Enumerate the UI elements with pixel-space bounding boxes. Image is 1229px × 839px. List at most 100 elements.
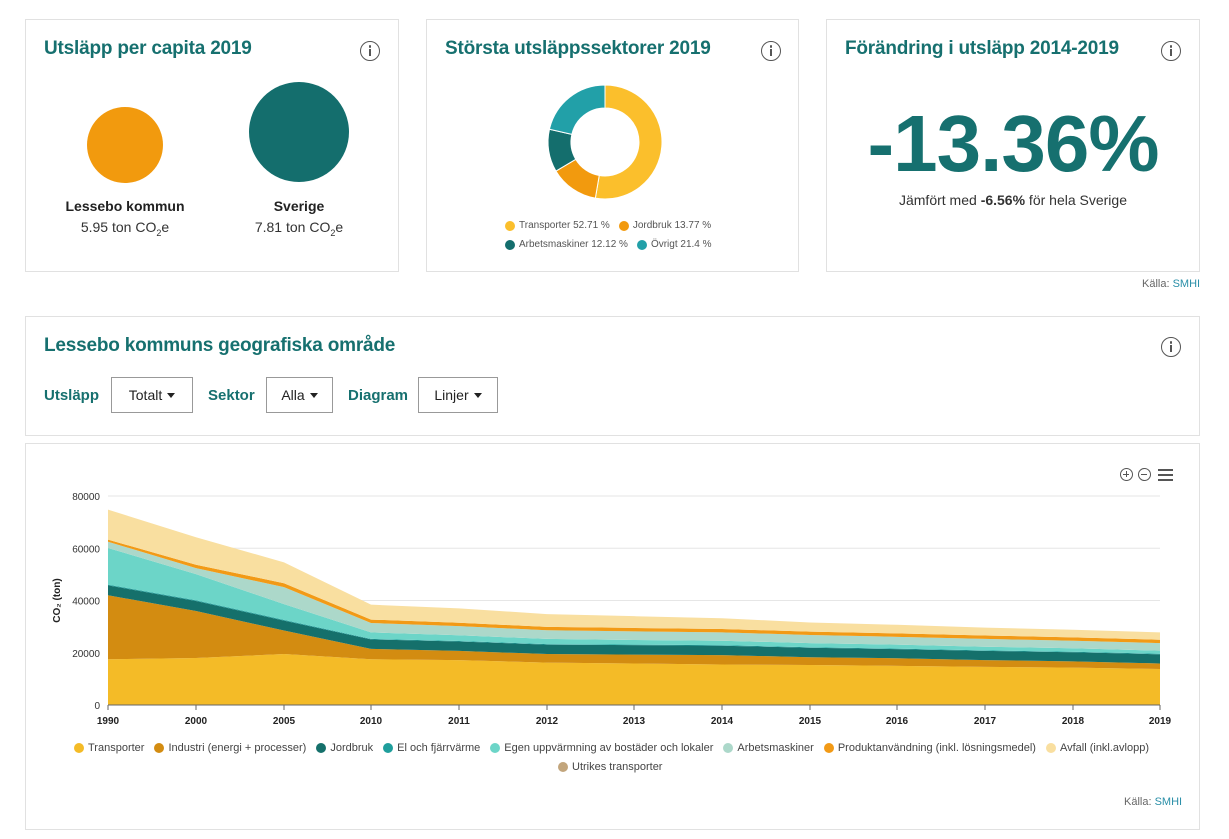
legend-dot [154, 743, 165, 753]
legend-label: Egen uppvärmning av bostäder och lokaler [504, 742, 714, 754]
source-top: Källa: SMHI [1142, 278, 1201, 290]
sectors-legend-row-1: Transporter 52.71 % Jordbruk 13.77 % [505, 220, 720, 231]
change-card: Förändring i utsläpp 2014-2019 -13.36% J… [826, 19, 1200, 272]
change-compare: Jämfört med -6.56% för hela Sverige [898, 192, 1127, 208]
filter-label-utslapp: Utsläpp [44, 387, 100, 404]
emissions-area-chart: 0 20000 40000 60000 80000 CO₂ (ton) 1990 2000 20… [52, 492, 1172, 727]
caret-down-icon [473, 392, 482, 398]
area-series-avfall-inkl-avlopp-[interactable] [108, 509, 1160, 640]
x-tick-label: 2010 [360, 716, 383, 727]
x-tick-label: 1990 [97, 716, 120, 727]
sverige-name: Sverige [273, 198, 325, 214]
x-tick-label: 2011 [448, 716, 470, 727]
zoom-out-icon[interactable] [1138, 468, 1151, 481]
legend-dot [383, 743, 394, 753]
legend-dot [1045, 743, 1056, 753]
y-tick-label: 0 [94, 701, 100, 712]
legend-dot [74, 743, 84, 753]
legend-dot [723, 743, 734, 753]
lessebo-name: Lessebo kommun [65, 198, 185, 214]
chart-legend-item[interactable]: Industri (energi + processer) [154, 742, 306, 754]
per-capita-title: Utsläpp per capita 2019 [44, 38, 252, 59]
y-tick-label: 60000 [72, 544, 100, 555]
donut-slice-transporter[interactable] [594, 84, 663, 200]
chart-card: 0 20000 40000 60000 80000 CO₂ (ton) 1990 2000 20… [25, 443, 1200, 830]
info-icon[interactable] [761, 41, 781, 61]
x-tick-label: 2018 [1062, 716, 1085, 727]
sectors-donut [547, 84, 663, 200]
menu-icon[interactable] [1158, 469, 1173, 481]
chart-legend-item[interactable]: Utrikes transporter [558, 761, 662, 773]
x-tick-label: 2005 [273, 716, 296, 727]
chart-legend-item[interactable]: Arbetsmaskiner [723, 742, 814, 754]
diagram-dropdown[interactable]: Linjer [418, 377, 498, 413]
geo-title: Lessebo kommuns geografiska område [44, 335, 396, 356]
info-icon[interactable] [1161, 41, 1181, 61]
y-axis-label: CO₂ (ton) [52, 578, 63, 622]
filter-label-diagram: Diagram [348, 387, 409, 404]
per-capita-card: Utsläpp per capita 2019 Lessebo kommun 5… [25, 19, 399, 272]
legend-dot [823, 743, 834, 753]
sektor-dropdown[interactable]: Alla [266, 377, 333, 413]
legend-dot [558, 762, 568, 772]
legend-label: El och fjärrvärme [397, 742, 481, 754]
x-tick-label: 2012 [536, 716, 559, 727]
x-tick-label: 2015 [799, 716, 822, 727]
legend-dot [505, 220, 515, 231]
y-tick-label: 40000 [72, 597, 100, 608]
x-tick-label: 2013 [623, 716, 646, 727]
chart-legend-item[interactable]: Produktanvändning (inkl. lösningsmedel) [823, 742, 1036, 754]
sverige-circle [249, 82, 349, 182]
legend-item-transporter[interactable]: Transporter 52.71 % [505, 220, 610, 231]
geo-filter-card: Lessebo kommuns geografiska område Utslä… [25, 316, 1200, 436]
sectors-title: Största utsläppssektorer 2019 [445, 38, 711, 59]
legend-item-arbetsmaskiner[interactable]: Arbetsmaskiner 12.12 % [505, 239, 628, 250]
sverige-value: 7.81 ton CO2e [254, 219, 344, 238]
area-series-arbetsmaskiner[interactable] [108, 541, 1160, 651]
chart-legend-row-2: Utrikes transporter [558, 761, 672, 773]
area-series-transporter[interactable] [108, 654, 1160, 705]
x-tick-label: 2017 [974, 716, 997, 727]
zoom-in-icon[interactable] [1120, 468, 1133, 481]
chart-legend-item[interactable]: Transporter [74, 742, 144, 754]
legend-label: Avfall (inkl.avlopp) [1059, 742, 1150, 754]
legend-dot [490, 743, 501, 753]
legend-dot [505, 239, 515, 250]
chart-legend-item[interactable]: Avfall (inkl.avlopp) [1045, 742, 1150, 754]
legend-label: Jordbruk [330, 742, 374, 754]
y-tick-label: 20000 [72, 649, 100, 660]
sectors-card: Största utsläppssektorer 2019 Transporte… [426, 19, 799, 272]
chart-legend-row-1: Transporter Industri (energi + processer)… [74, 742, 1159, 754]
legend-label: Transporter [88, 742, 145, 754]
legend-label: Industri (energi + processer) [168, 742, 307, 754]
x-tick-label: 2014 [711, 716, 734, 727]
legend-label: Utrikes transporter [572, 761, 663, 773]
smhi-link[interactable]: SMHI [1154, 796, 1183, 808]
legend-label: Produktanvändning (inkl. lösningsmedel) [837, 742, 1036, 754]
caret-down-icon [167, 392, 176, 398]
x-tick-label: 2000 [185, 716, 208, 727]
x-tick-label: 2016 [886, 716, 909, 727]
chart-legend-item[interactable]: Jordbruk [316, 742, 373, 754]
legend-label: Arbetsmaskiner [737, 742, 814, 754]
utslapp-dropdown[interactable]: Totalt [111, 377, 193, 413]
info-icon[interactable] [360, 41, 380, 61]
info-icon[interactable] [1161, 337, 1181, 357]
legend-dot [316, 743, 327, 753]
chart-legend-item[interactable]: Egen uppvärmning av bostäder och lokaler [490, 742, 713, 754]
chart-legend-item[interactable]: El och fjärrvärme [383, 742, 480, 754]
sectors-legend-row-2: Arbetsmaskiner 12.12 % Övrigt 21.4 % [505, 239, 721, 250]
donut-slice-övrigt[interactable] [548, 84, 606, 135]
y-tick-label: 80000 [72, 492, 100, 503]
change-value: -13.36% [867, 99, 1160, 188]
source-bottom: Källa: SMHI [1124, 796, 1183, 808]
area-series-jordbruk[interactable] [108, 585, 1160, 664]
x-tick-label: 2019 [1149, 716, 1172, 727]
change-title: Förändring i utsläpp 2014-2019 [845, 38, 1119, 59]
legend-item-ovrigt[interactable]: Övrigt 21.4 % [636, 239, 712, 250]
legend-item-jordbruk[interactable]: Jordbruk 13.77 % [618, 220, 711, 231]
caret-down-icon [309, 392, 318, 398]
area-series-industri-energi-processer-[interactable] [108, 595, 1160, 669]
legend-dot [636, 239, 647, 250]
smhi-link[interactable]: SMHI [1172, 278, 1201, 290]
